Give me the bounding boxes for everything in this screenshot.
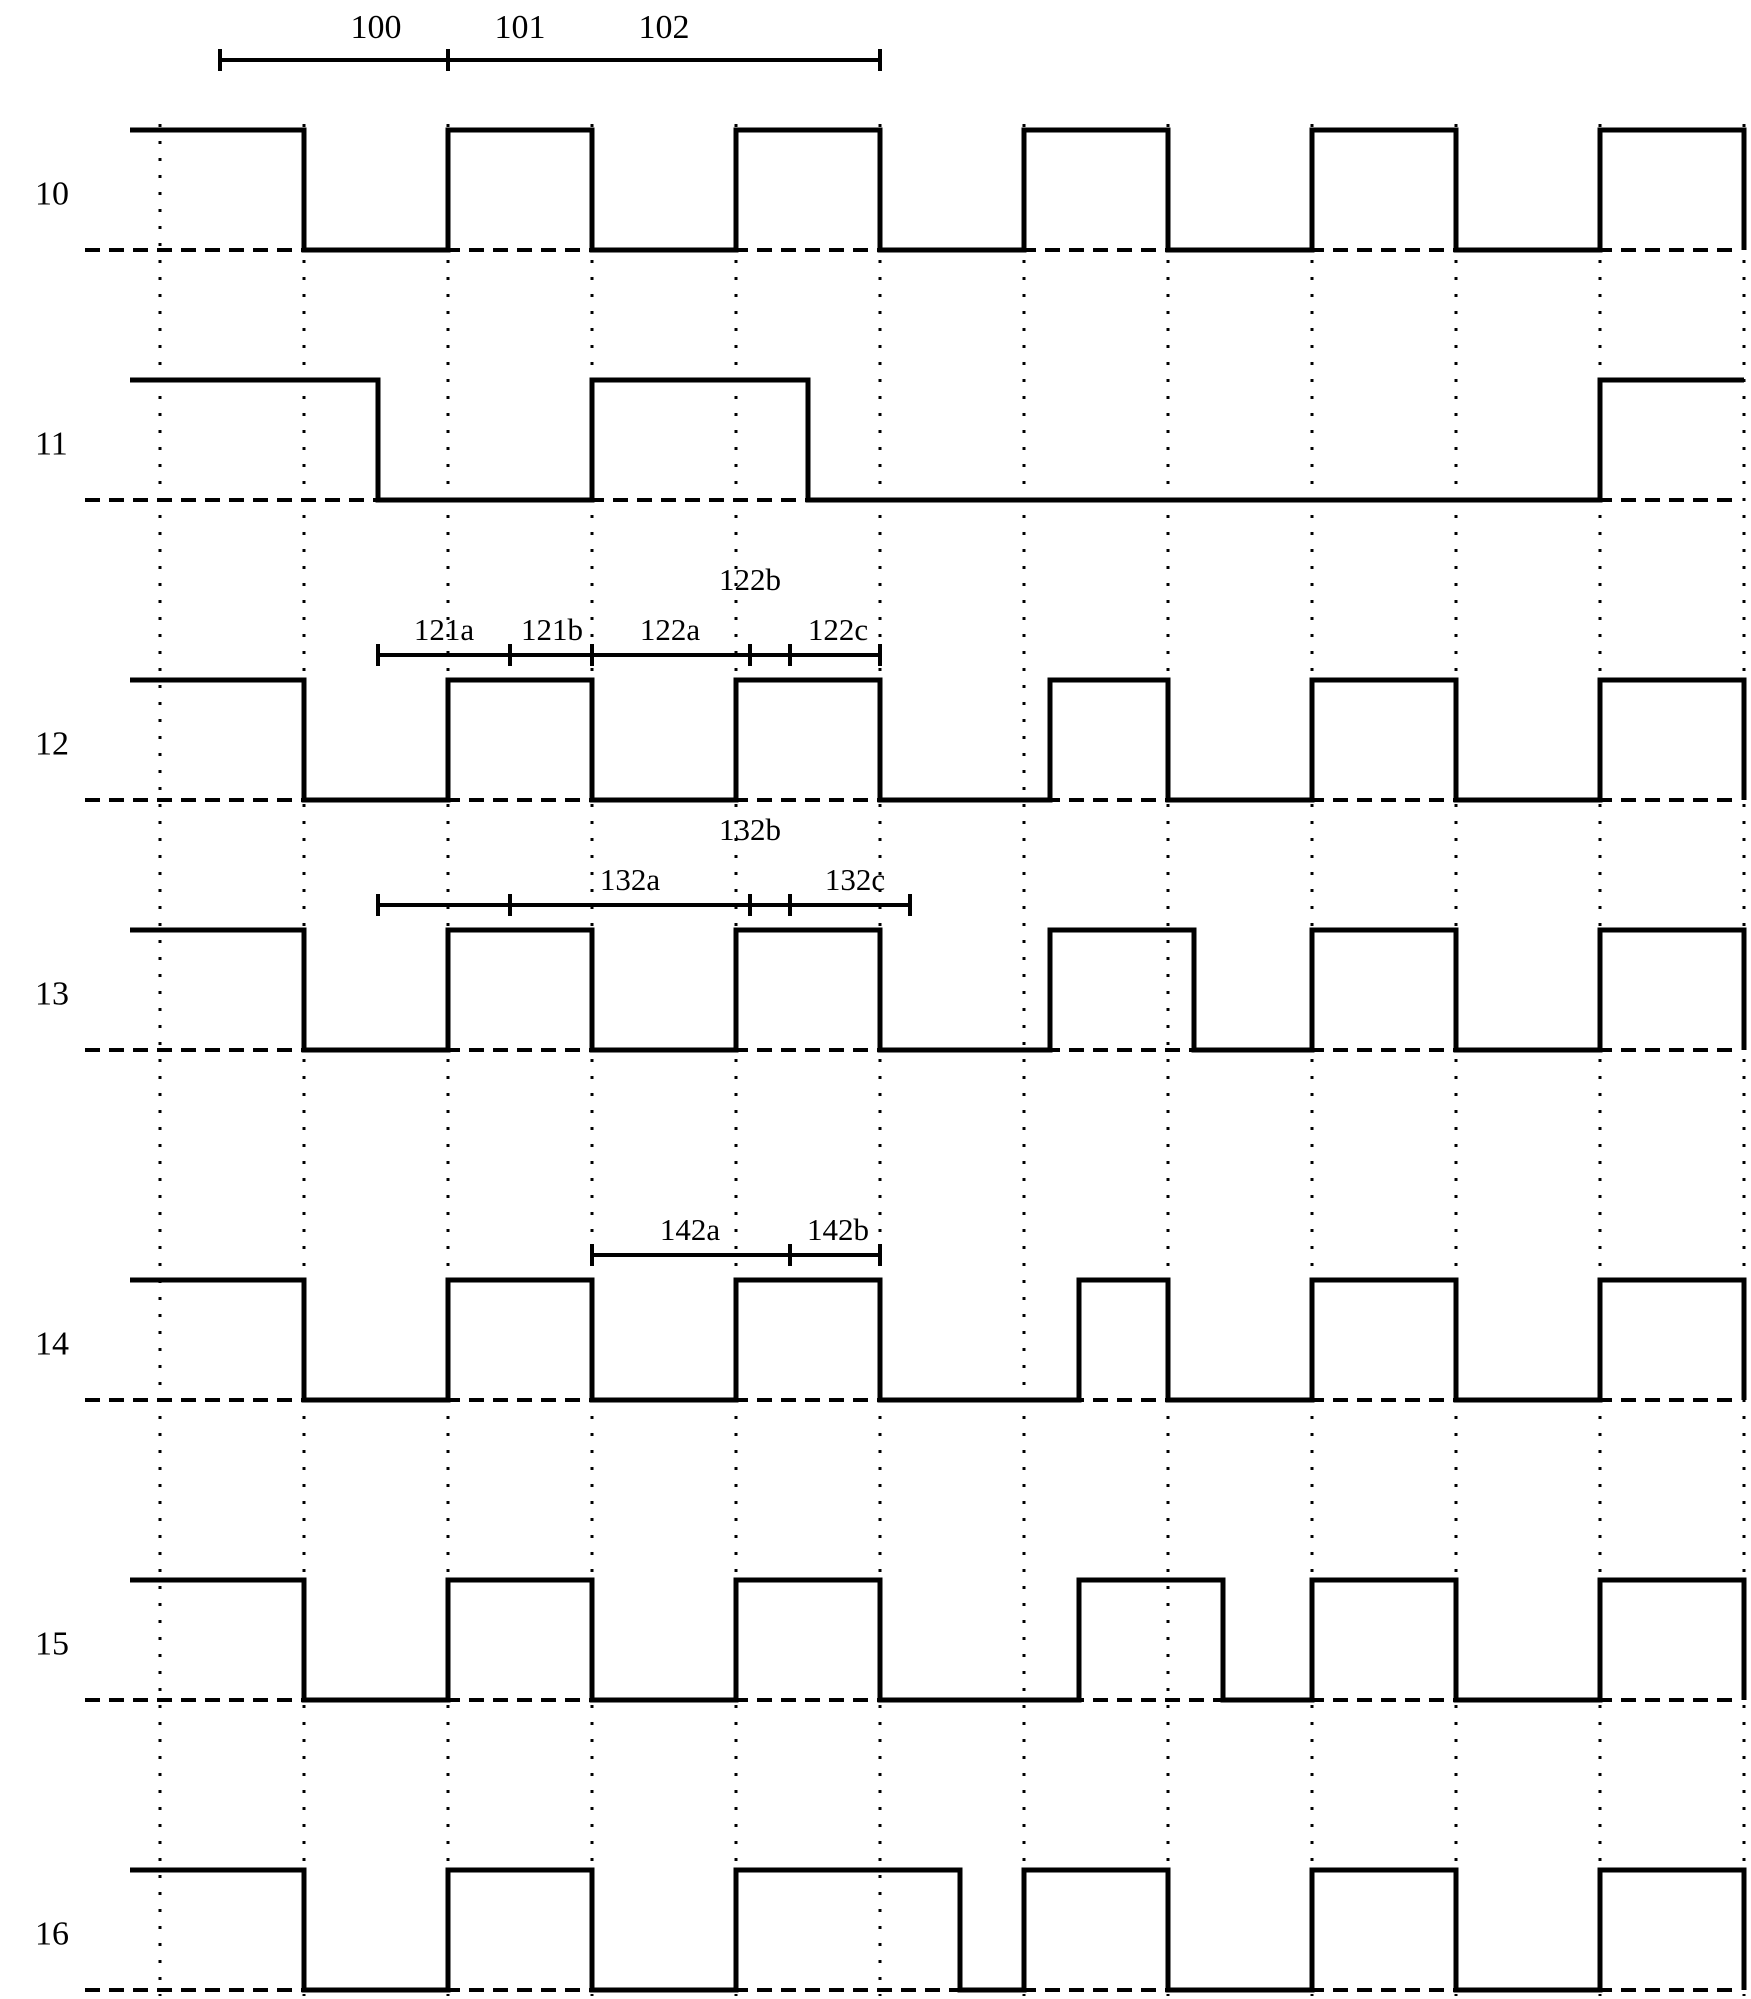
svg-text:132c: 132c [825,862,885,897]
svg-text:100: 100 [351,9,402,46]
waveform-16 [130,1870,1744,1990]
svg-text:122c: 122c [808,612,868,647]
svg-text:132a: 132a [600,862,661,897]
svg-text:121b: 121b [521,612,583,647]
waveform-14 [130,1280,1744,1400]
svg-text:16: 16 [35,1915,69,1952]
svg-text:101: 101 [495,9,546,46]
waveform-12 [130,680,1744,800]
svg-text:142a: 142a [660,1212,721,1247]
svg-text:121a: 121a [414,612,475,647]
waveform-11 [130,380,1744,500]
svg-text:15: 15 [35,1625,69,1662]
svg-text:122b: 122b [719,562,781,597]
svg-text:10: 10 [35,175,69,212]
svg-text:102: 102 [639,9,690,46]
waveform-15 [130,1580,1744,1700]
waveform-10 [130,130,1744,250]
waveform-13 [130,930,1744,1050]
svg-text:132b: 132b [719,812,781,847]
timing-diagram: 10 11 12 13 14 15 16 100 101 102 121a 121b 122a 122b 1… [0,0,1751,1999]
svg-text:122a: 122a [640,612,701,647]
svg-text:11: 11 [35,425,68,462]
svg-text:14: 14 [35,1325,69,1362]
svg-text:142b: 142b [807,1212,869,1247]
svg-text:13: 13 [35,975,69,1012]
svg-text:12: 12 [35,725,69,762]
